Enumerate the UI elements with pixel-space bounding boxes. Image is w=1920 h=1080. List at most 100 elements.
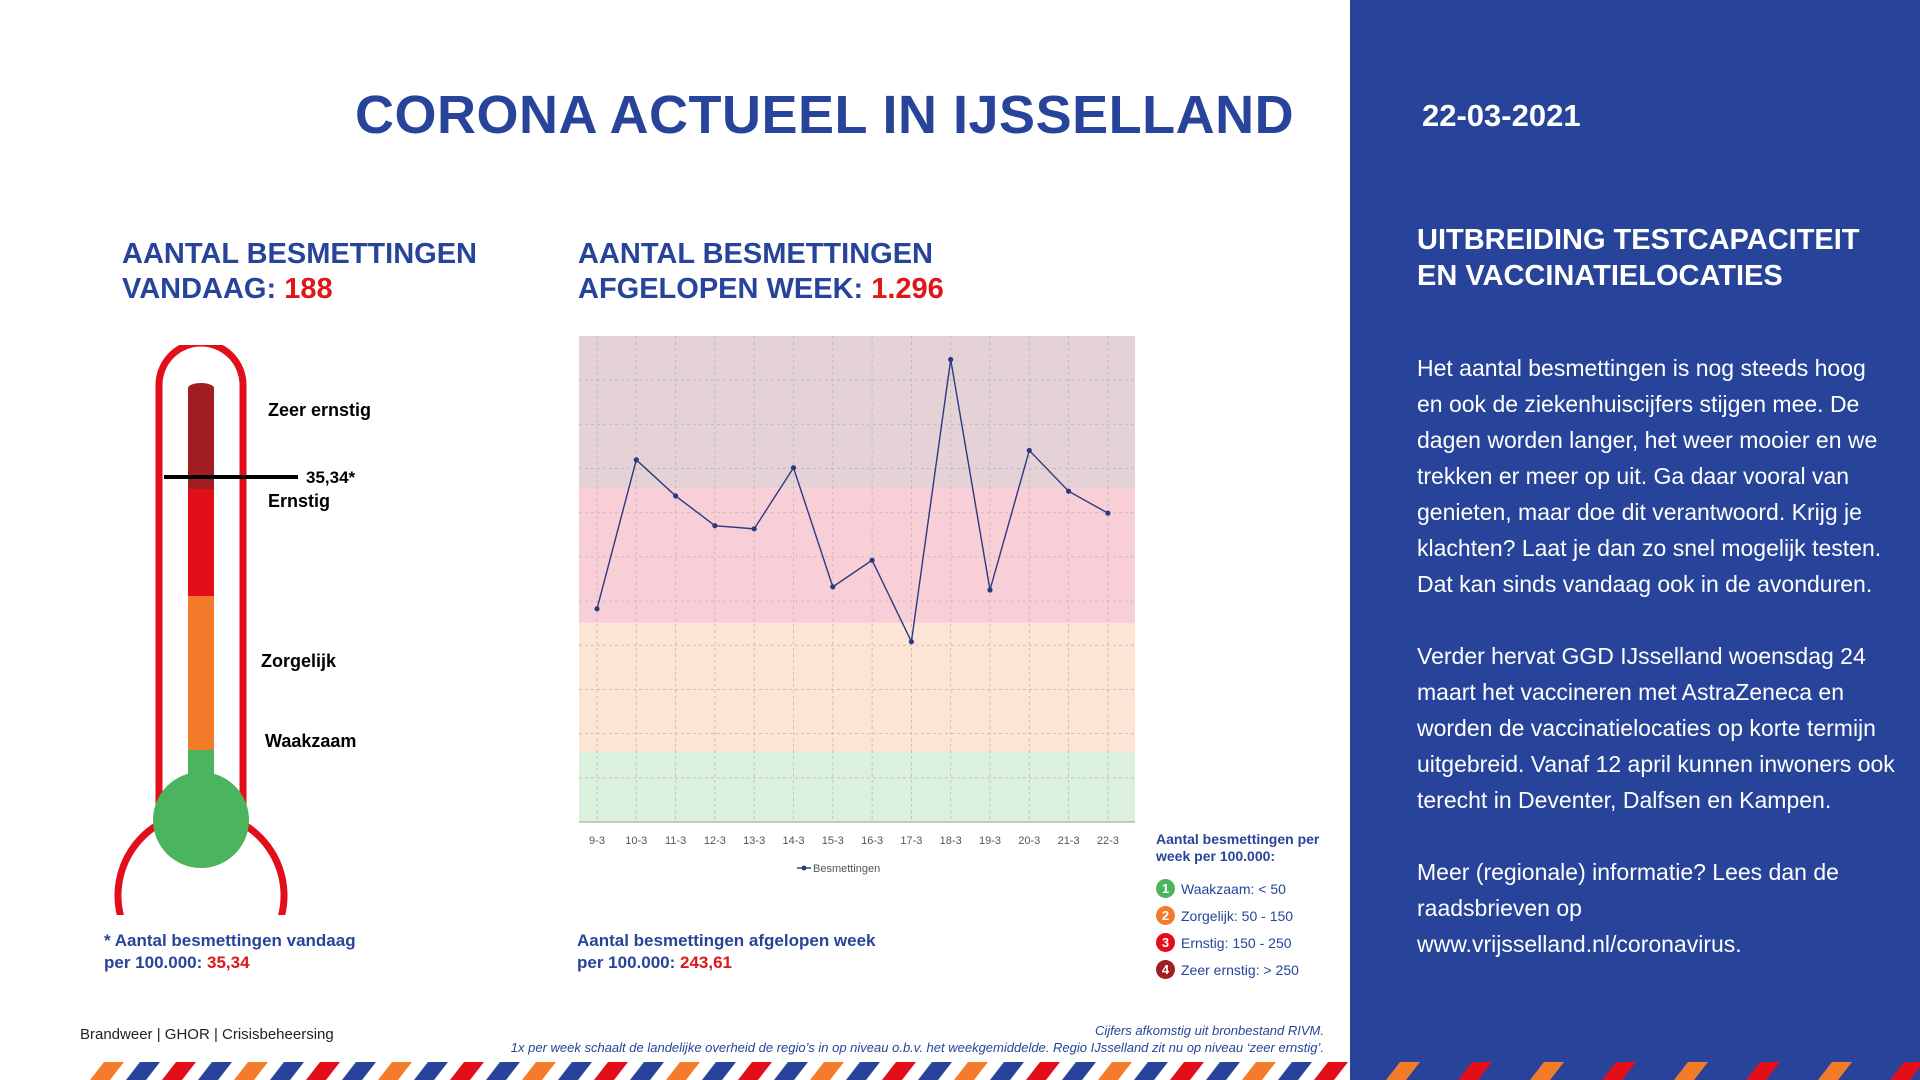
stripe-segment xyxy=(1710,1062,1744,1080)
week-per-100k-note: Aantal besmettingen afgelopen week per 1… xyxy=(577,930,876,974)
thermometer-bulb xyxy=(153,772,249,868)
stripe-segment xyxy=(594,1062,628,1080)
x-tick-label: 15-3 xyxy=(822,835,844,847)
x-tick-label: 16-3 xyxy=(861,835,883,847)
stripe-segment xyxy=(1782,1062,1816,1080)
stripe-segment xyxy=(1566,1062,1600,1080)
thermometer-graphic: 35,34* xyxy=(114,339,356,983)
legend-item-ernstig: 3 Ernstig: 150 - 250 xyxy=(1156,929,1336,956)
severity-band xyxy=(579,488,1135,623)
tube-zeer-ernstig xyxy=(188,388,214,489)
thermometer: 35,34* Zeer ernstig Ernstig Zorgelijk Wa… xyxy=(110,339,410,983)
week-heading-line1: AANTAL BESMETTINGEN xyxy=(578,238,933,270)
stripe-segment xyxy=(1134,1062,1168,1080)
series-line-besmettingen xyxy=(596,359,1109,645)
x-tick-label: 11-3 xyxy=(665,835,686,847)
stripe-segment xyxy=(450,1062,484,1080)
stripe-segment xyxy=(1674,1062,1708,1080)
stripe-segment xyxy=(1170,1062,1204,1080)
stripe-segment xyxy=(882,1062,916,1080)
data-point xyxy=(1026,447,1032,454)
stripe-segment xyxy=(342,1062,376,1080)
stripe-segment xyxy=(1062,1062,1096,1080)
data-point xyxy=(594,606,600,612)
today-heading: AANTAL BESMETTINGEN VANDAAG: 188 xyxy=(122,237,477,307)
stripe-segment xyxy=(162,1062,196,1080)
data-point xyxy=(908,639,914,645)
stripe-segment xyxy=(1746,1062,1780,1080)
tube-ernstig xyxy=(188,489,214,596)
stripe-segment xyxy=(558,1062,592,1080)
sidebar-title: UITBREIDING TESTCAPACITEIT EN VACCINATIE… xyxy=(1417,222,1860,294)
level-label-zeer-ernstig: Zeer ernstig xyxy=(268,400,372,420)
stripe-segment xyxy=(846,1062,880,1080)
stripe-segment xyxy=(1818,1062,1852,1080)
level-label-ernstig: Ernstig xyxy=(268,491,331,511)
stripe-segment xyxy=(1386,1062,1420,1080)
data-point xyxy=(790,465,797,471)
legend-title-line1: Aantal besmettingen per xyxy=(1156,831,1320,847)
report-date: 22-03-2021 xyxy=(1422,98,1581,133)
stripe-segment xyxy=(1854,1062,1888,1080)
source-line1: Cijfers afkomstig uit bronbestand RIVM. xyxy=(1094,1023,1324,1038)
stripe-segment xyxy=(1350,1062,1384,1080)
data-point xyxy=(869,557,875,563)
data-point xyxy=(948,356,954,363)
stripe-segment xyxy=(1890,1062,1920,1080)
week-note-prefix: per 100.000: xyxy=(577,953,681,972)
today-note-line1: * Aantal besmettingen vandaag xyxy=(104,931,356,950)
stripe-segment xyxy=(990,1062,1024,1080)
level-label-waakzaam: Waakzaam xyxy=(265,731,357,751)
number-4-icon: 4 xyxy=(1156,960,1175,979)
stripe-segment xyxy=(522,1062,556,1080)
sidebar-paragraph: Meer (regionale) informatie? Lees dan de… xyxy=(1417,859,1839,957)
info-sidebar: 22-03-2021 UITBREIDING TESTCAPACITEIT EN… xyxy=(1350,0,1920,1080)
stripe-segment xyxy=(126,1062,160,1080)
stripe-segment xyxy=(702,1062,736,1080)
source-note: Cijfers afkomstig uit bronbestand RIVM. … xyxy=(511,1022,1324,1056)
level-label-zorgelijk: Zorgelijk xyxy=(261,651,337,671)
data-point xyxy=(1066,488,1072,494)
x-tick-label: 14-3 xyxy=(782,835,804,847)
decorative-stripe xyxy=(90,1062,1920,1080)
sidebar-body: Het aantal besmettingen is nog steeds ho… xyxy=(1417,350,1897,998)
legend-title: Aantal besmettingen per week per 100.000… xyxy=(1156,831,1336,865)
legend-series-label: Besmettingen xyxy=(813,863,880,875)
stripe-segment xyxy=(1098,1062,1132,1080)
week-note-line2: per 100.000: 243,61 xyxy=(577,952,876,974)
stripe-segment xyxy=(810,1062,844,1080)
legend-item-waakzaam: 1 Waakzaam: < 50 xyxy=(1156,875,1336,902)
stripe-segment xyxy=(270,1062,304,1080)
stripe-segment xyxy=(1206,1062,1240,1080)
stripe-segment xyxy=(90,1062,124,1080)
data-point xyxy=(830,584,836,590)
today-note-line2: per 100.000: 35,34 xyxy=(104,952,356,974)
x-tick-label: 19-3 xyxy=(979,835,1001,847)
x-tick-label: 21-3 xyxy=(1058,835,1080,847)
main-panel: CORONA ACTUEEL IN IJSSELLAND AANTAL BESM… xyxy=(80,85,1336,1056)
number-1-icon: 1 xyxy=(1156,879,1175,898)
today-heading-line2: VANDAAG: 188 xyxy=(122,272,477,307)
data-point xyxy=(987,587,993,593)
number-3-icon: 3 xyxy=(1156,933,1175,952)
stripe-segment xyxy=(1458,1062,1492,1080)
severity-band xyxy=(579,336,1135,489)
stripe-segment xyxy=(1278,1062,1312,1080)
stripe-segment xyxy=(1026,1062,1060,1080)
x-tick-label: 22-3 xyxy=(1097,835,1119,847)
severity-band xyxy=(579,622,1135,752)
stripe-segment xyxy=(1422,1062,1456,1080)
x-tick-label: 9-3 xyxy=(589,835,605,847)
data-point xyxy=(673,493,679,499)
today-note-prefix: per 100.000: xyxy=(104,953,208,972)
today-value: 188 xyxy=(284,273,333,305)
week-value: 1.296 xyxy=(871,273,944,305)
stripe-segment xyxy=(918,1062,952,1080)
level-legend: Aantal besmettingen per week per 100.000… xyxy=(1156,831,1336,983)
x-tick-label: 10-3 xyxy=(625,835,647,847)
stripe-segment xyxy=(414,1062,448,1080)
week-heading: AANTAL BESMETTINGEN AFGELOPEN WEEK: 1.29… xyxy=(578,237,944,307)
source-line2: 1x per week schaalt de landelijke overhe… xyxy=(510,1040,1324,1055)
data-point xyxy=(1105,510,1111,516)
severity-band xyxy=(579,751,1135,822)
